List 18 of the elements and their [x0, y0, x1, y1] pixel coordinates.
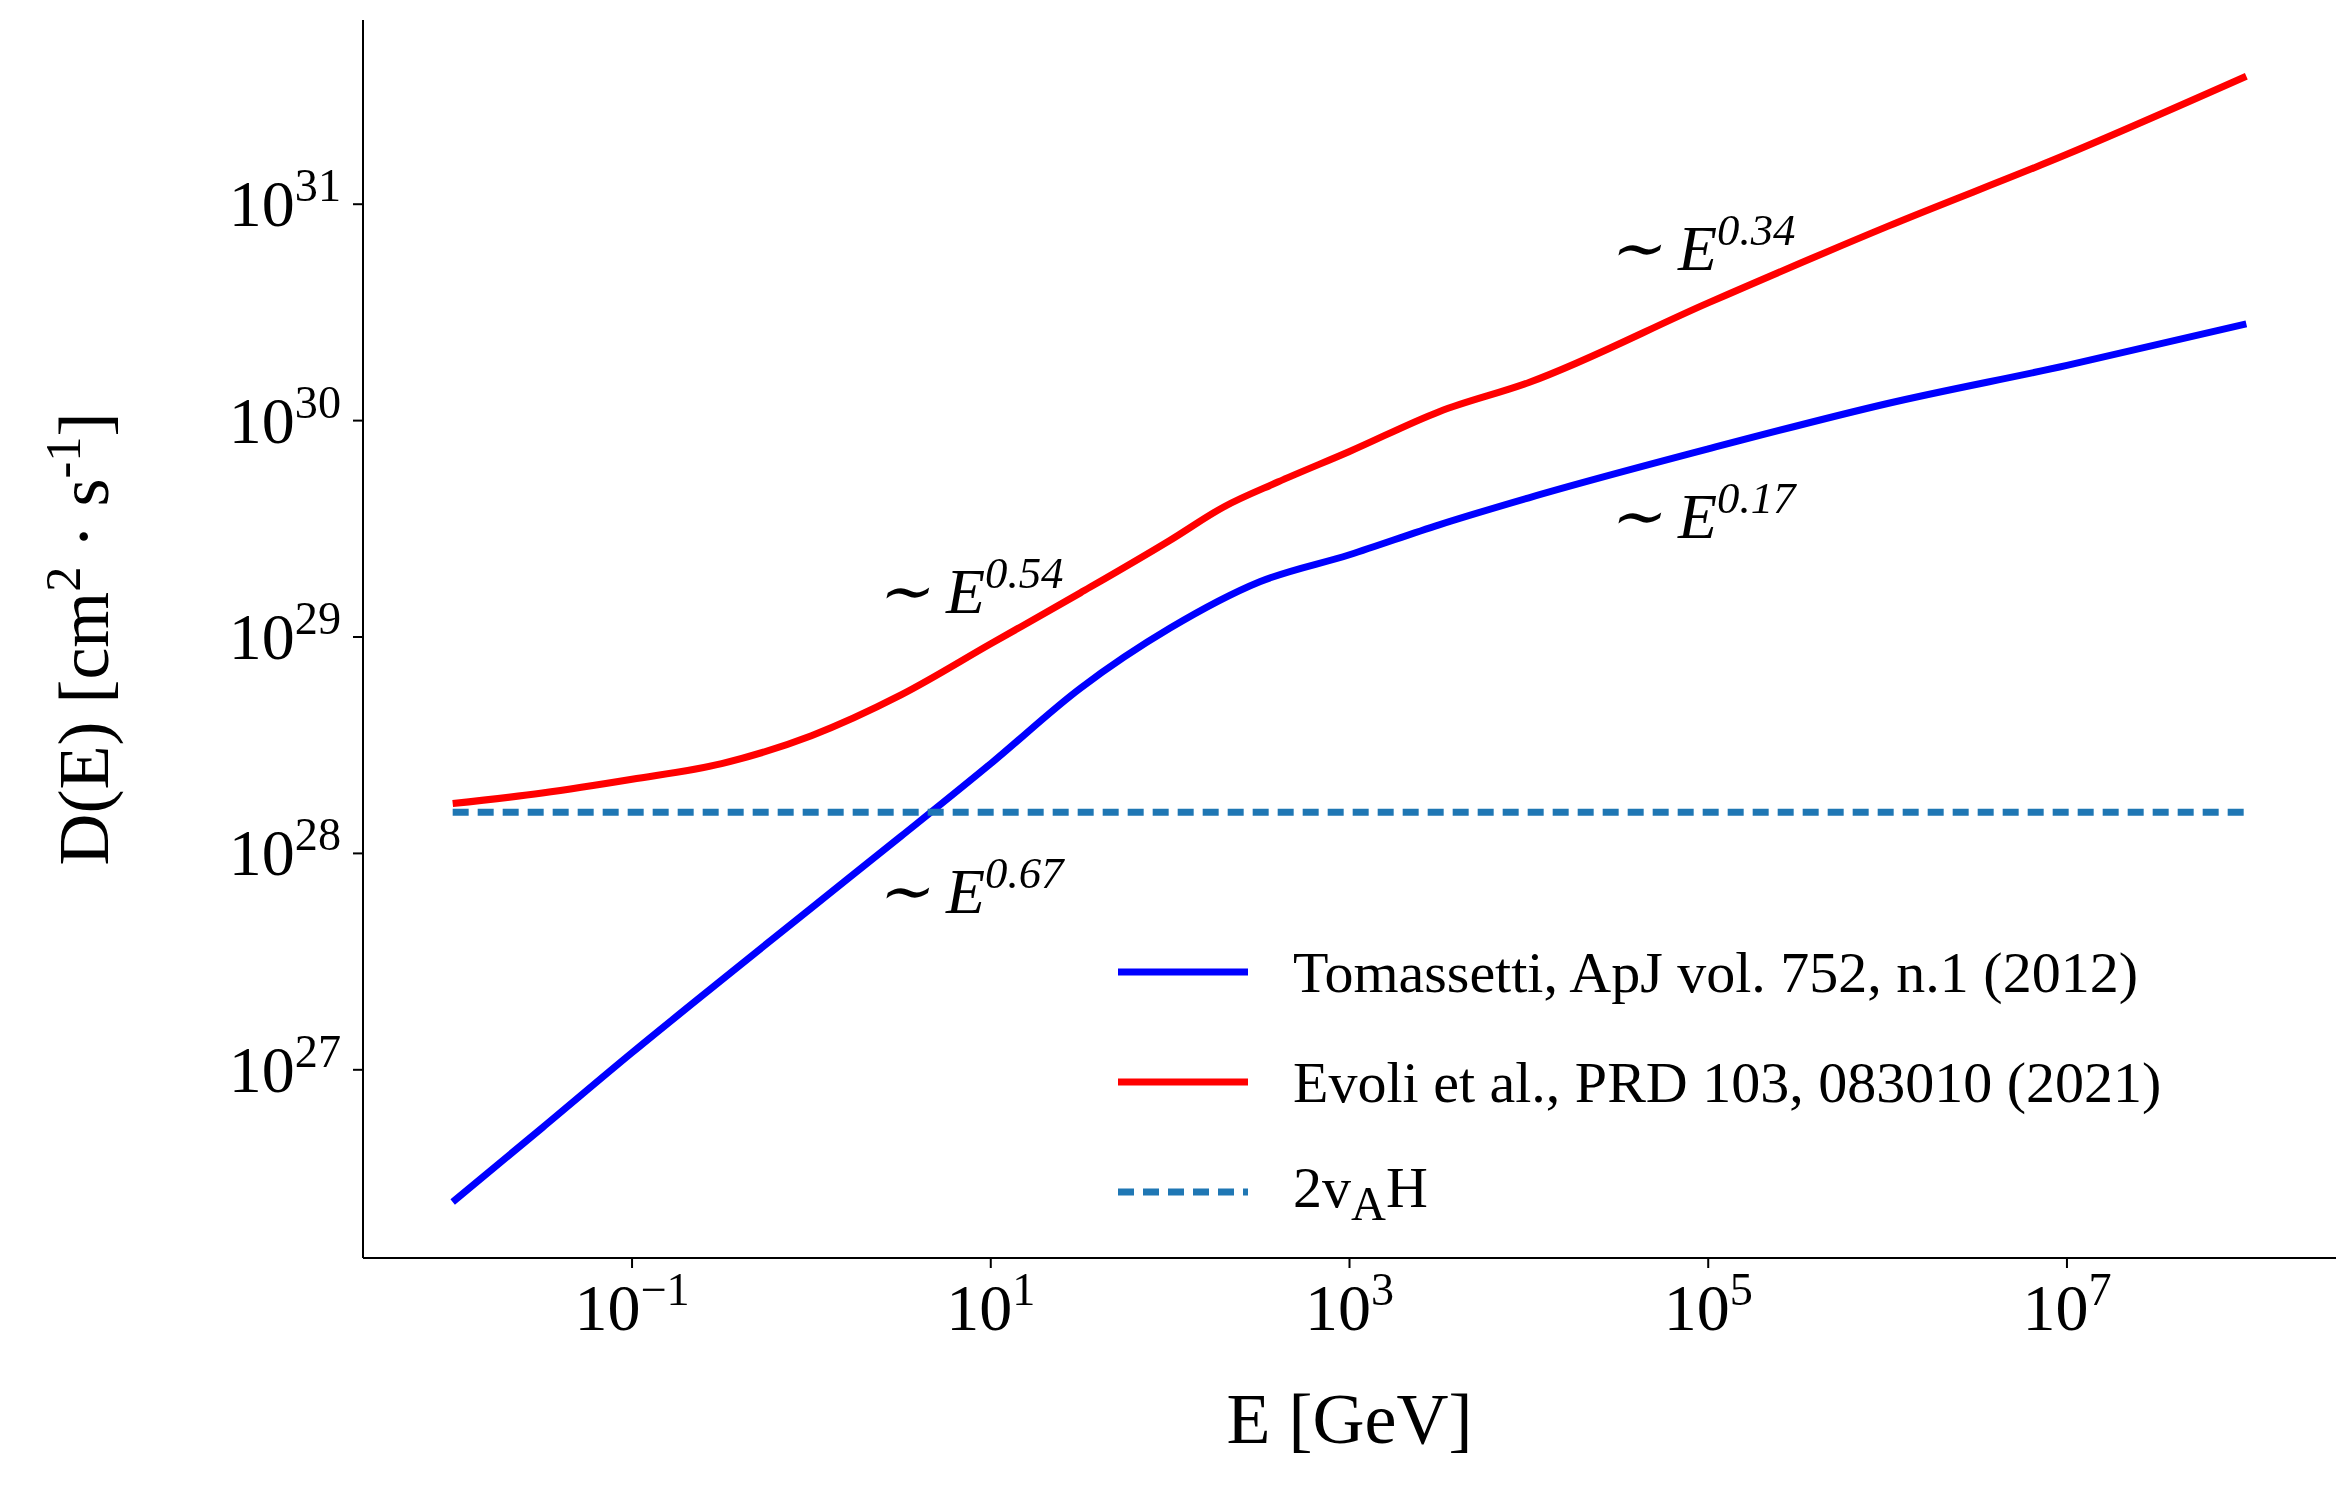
legend-label: 2v$_{A}$H — [1293, 1153, 1428, 1231]
y-tick-label: 10$^{30}$ — [228, 376, 341, 457]
annotation: ∼ E$^{0.67}$ — [876, 848, 1066, 927]
y-tick-label: 10$^{28}$ — [228, 808, 341, 890]
legend-label: Evoli et al., PRD 103, 083010 (2021) — [1293, 1048, 2162, 1116]
legend-label: Tomassetti, ApJ vol. 752, n.1 (2012) — [1293, 938, 2138, 1006]
annotation: ∼ E$^{0.54}$ — [876, 548, 1064, 627]
y-tick-label: 10$^{27}$ — [228, 1025, 341, 1106]
x-tick-label: 10$^{3}$ — [1304, 1263, 1395, 1344]
x-tick-label: 10$^{5}$ — [1663, 1263, 1753, 1344]
y-tick-label: 10$^{29}$ — [228, 592, 341, 674]
x-axis-title: E [GeV] — [1226, 1379, 1473, 1459]
annotation: ∼ E$^{0.17}$ — [1608, 473, 1798, 552]
x-tick-label: 10$^{−1}$ — [574, 1263, 690, 1344]
x-tick-label: 10$^{7}$ — [2022, 1263, 2112, 1344]
x-tick-label: 10$^{1}$ — [946, 1263, 1036, 1344]
annotation: ∼ E$^{0.34}$ — [1608, 205, 1796, 284]
y-tick-label: 10$^{31}$ — [228, 159, 341, 241]
